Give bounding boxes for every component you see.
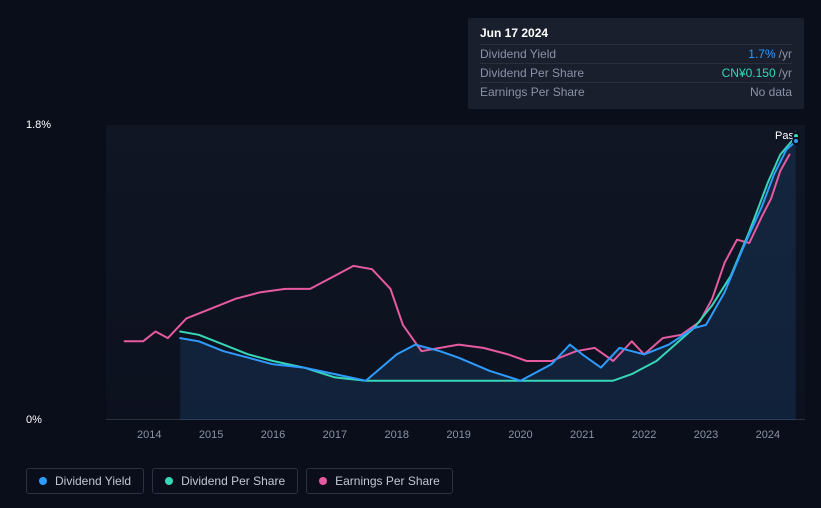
tooltip-row-label: Dividend Yield — [480, 47, 556, 61]
legend-label: Dividend Per Share — [181, 474, 285, 488]
legend-swatch — [39, 477, 47, 485]
chart-lines — [106, 125, 805, 420]
tooltip-row-label: Earnings Per Share — [480, 85, 585, 99]
chart: Past 0%1.8% 2014201520162017201820192020… — [26, 105, 805, 455]
tooltip-row-value: 1.7%/yr — [748, 47, 792, 61]
area-fill-dividend-yield — [180, 141, 795, 420]
x-axis-label: 2016 — [261, 429, 285, 441]
tooltip-row-value: No data — [750, 85, 792, 99]
x-axis-label: 2014 — [137, 429, 161, 441]
x-axis-label: 2023 — [694, 429, 718, 441]
x-axis-label: 2020 — [508, 429, 532, 441]
x-axis-label: 2017 — [323, 429, 347, 441]
chart-tooltip: Jun 17 2024 Dividend Yield1.7%/yrDividen… — [468, 18, 804, 109]
legend-label: Dividend Yield — [55, 474, 131, 488]
tooltip-date: Jun 17 2024 — [480, 26, 792, 44]
tooltip-row: Earnings Per Share No data — [480, 82, 792, 101]
legend: Dividend Yield Dividend Per Share Earnings… — [26, 468, 453, 494]
marker-dot-dividend_yield — [792, 137, 800, 145]
tooltip-row-label: Dividend Per Share — [480, 66, 584, 80]
legend-label: Earnings Per Share — [335, 474, 440, 488]
y-axis-label: 1.8% — [26, 119, 44, 131]
tooltip-row-value: CN¥0.150/yr — [722, 66, 792, 80]
legend-item-earnings_per_share[interactable]: Earnings Per Share — [306, 468, 453, 494]
legend-item-dividend_per_share[interactable]: Dividend Per Share — [152, 468, 298, 494]
y-axis-label: 0% — [26, 414, 44, 426]
x-axis-label: 2018 — [384, 429, 408, 441]
x-axis-label: 2022 — [632, 429, 656, 441]
x-axis-label: 2024 — [756, 429, 780, 441]
tooltip-row: Dividend Per Share CN¥0.150/yr — [480, 63, 792, 82]
legend-swatch — [165, 477, 173, 485]
legend-item-dividend_yield[interactable]: Dividend Yield — [26, 468, 144, 494]
x-axis-label: 2015 — [199, 429, 223, 441]
tooltip-row: Dividend Yield 1.7%/yr — [480, 44, 792, 63]
x-axis-label: 2021 — [570, 429, 594, 441]
x-axis-label: 2019 — [446, 429, 470, 441]
x-axis: 2014 2015 2016 2017 2018 2019 2020 2021 2022 2023… — [106, 425, 805, 445]
legend-swatch — [319, 477, 327, 485]
